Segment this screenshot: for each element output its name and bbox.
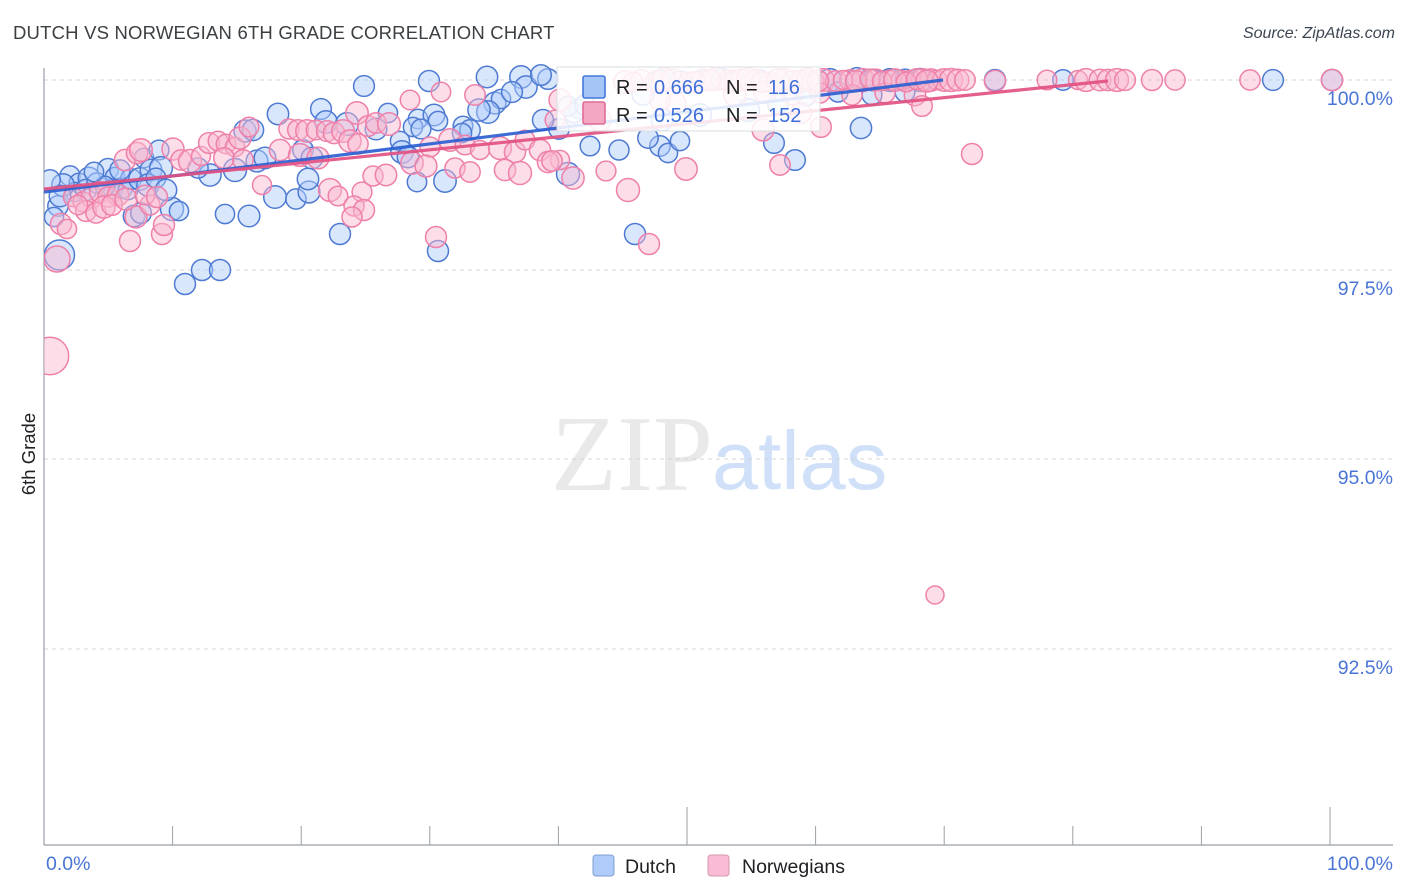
svg-text:100.0%: 100.0%: [1327, 853, 1393, 875]
svg-text:Norwegians: Norwegians: [742, 856, 845, 878]
svg-text:97.5%: 97.5%: [1338, 278, 1393, 300]
svg-text:Dutch: Dutch: [625, 856, 676, 878]
svg-text:DUTCH VS NORWEGIAN 6TH GRADE C: DUTCH VS NORWEGIAN 6TH GRADE CORRELATION…: [13, 22, 555, 43]
svg-text:atlas: atlas: [712, 414, 887, 507]
svg-text:0.0%: 0.0%: [46, 853, 90, 875]
svg-text:Source: ZipAtlas.com: Source: ZipAtlas.com: [1243, 25, 1395, 42]
svg-text:95.0%: 95.0%: [1338, 467, 1393, 489]
svg-text:92.5%: 92.5%: [1338, 657, 1393, 679]
svg-text:100.0%: 100.0%: [1327, 88, 1393, 110]
svg-text:6th Grade: 6th Grade: [18, 413, 39, 495]
svg-text:ZIP: ZIP: [551, 395, 713, 514]
